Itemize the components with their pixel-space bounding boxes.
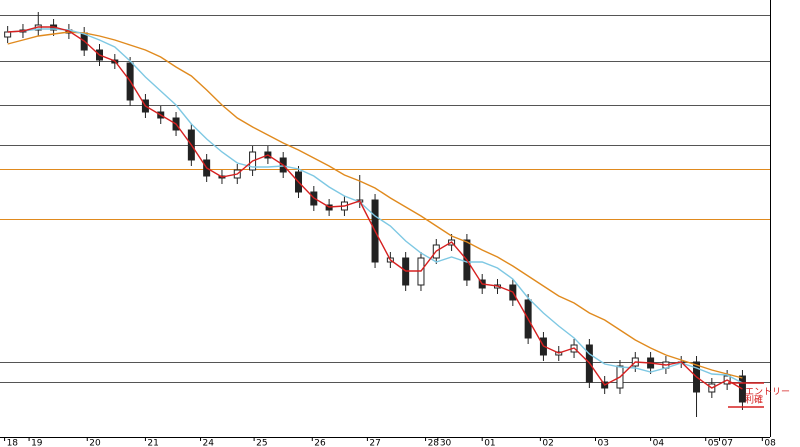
x-tick-label: 03 xyxy=(597,439,608,447)
x-tick-label: 08 xyxy=(764,439,776,447)
x-tick-label: 26 xyxy=(314,439,326,447)
x-tick-label: 21 xyxy=(147,439,158,447)
moving-average xyxy=(7,31,743,379)
x-tick-label: 20 xyxy=(89,439,101,447)
candle-body xyxy=(4,31,12,38)
candle-body xyxy=(738,375,746,403)
x-tick-label: 25 xyxy=(256,439,267,447)
x-tick-label: 05 xyxy=(708,439,719,447)
x-tick-label: 24 xyxy=(203,439,215,447)
x-tick-label: 30 xyxy=(440,439,452,447)
annotation-label: 利確 xyxy=(745,394,763,406)
x-tick-label: 27 xyxy=(369,439,380,447)
x-tick-label: 19 xyxy=(31,439,43,447)
x-tick-label: 01 xyxy=(484,439,495,447)
x-tick-label: 07 xyxy=(721,439,732,447)
annotation-label: エントリー xyxy=(745,388,790,398)
x-tick-label: 04 xyxy=(653,439,665,447)
moving-average xyxy=(7,28,743,384)
x-tick-label: 02 xyxy=(542,439,553,447)
x-tick-label: 18 xyxy=(7,439,19,447)
moving-average xyxy=(7,26,743,390)
x-tick-label: 28 xyxy=(428,439,440,447)
